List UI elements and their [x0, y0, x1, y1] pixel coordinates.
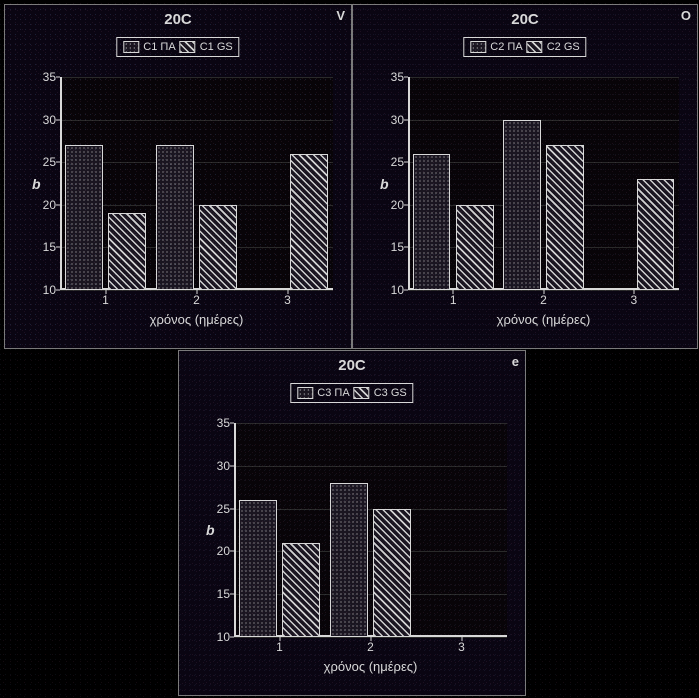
legend: C3 ΠΑ C3 GS	[290, 383, 413, 403]
gridline-y	[408, 120, 679, 121]
legend-swatch-0	[123, 41, 139, 53]
gridline-y	[234, 423, 507, 424]
tick-label-y: 25	[43, 156, 56, 168]
panel-corner-label: e	[512, 354, 519, 369]
tick-label-y: 30	[43, 114, 56, 126]
plot-area: 101520253035123bχρόνος (ημέρες)	[234, 423, 507, 637]
legend: C2 ΠΑ C2 GS	[463, 37, 586, 57]
tick-label-y: 15	[391, 241, 404, 253]
tick-label-x: 2	[367, 641, 374, 653]
x-axis-label: χρόνος (ημέρες)	[234, 659, 507, 674]
panel-corner-label: O	[681, 8, 691, 23]
x-axis-label: χρόνος (ημέρες)	[408, 312, 679, 327]
y-axis-line	[234, 423, 236, 637]
tick-label-x: 2	[193, 294, 200, 306]
tick-label-y: 30	[391, 114, 404, 126]
bar	[282, 543, 320, 637]
legend-swatch-1	[180, 41, 196, 53]
legend-label-1: C1 GS	[200, 41, 233, 53]
y-axis-label: b	[380, 176, 389, 192]
tick-label-x: 2	[540, 294, 547, 306]
gridline-y	[408, 77, 679, 78]
y-axis-label: b	[32, 176, 41, 192]
tick-label-y: 10	[217, 631, 230, 643]
tick-label-y: 15	[43, 241, 56, 253]
bar	[373, 509, 411, 637]
plot-area: 101520253035123bχρόνος (ημέρες)	[408, 77, 679, 290]
legend-label-1: C2 GS	[547, 41, 580, 53]
tick-label-x: 3	[458, 641, 465, 653]
y-axis-line	[60, 77, 62, 290]
bar	[546, 145, 584, 290]
legend-label-1: C3 GS	[374, 387, 407, 399]
tick-label-y: 15	[217, 588, 230, 600]
legend-swatch-0	[470, 41, 486, 53]
bar	[290, 154, 328, 290]
tick-label-x: 1	[450, 294, 457, 306]
bar	[456, 205, 494, 290]
figure-wrap: 20CeC3 ΠΑC3 GS101520253035123bχρόνος (ημ…	[0, 0, 699, 698]
bar	[199, 205, 237, 290]
bar	[239, 500, 277, 637]
panel-title: 20C	[353, 11, 697, 28]
y-axis-label: b	[206, 522, 215, 538]
bar	[413, 154, 451, 290]
tick-label-y: 35	[391, 71, 404, 83]
y-axis-line	[408, 77, 410, 290]
tick-label-y: 35	[217, 417, 230, 429]
tick-label-y: 10	[391, 284, 404, 296]
bar	[330, 483, 368, 637]
legend-label-0: C1 ΠΑ	[143, 41, 175, 53]
panel-title: 20C	[5, 11, 351, 28]
x-axis-label: χρόνος (ημέρες)	[60, 312, 333, 327]
tick-label-x: 1	[102, 294, 109, 306]
bar	[108, 213, 146, 290]
bar	[65, 145, 103, 290]
bar	[156, 145, 194, 290]
tick-label-y: 20	[217, 545, 230, 557]
bar	[503, 120, 541, 290]
panel-e: 20CeC3 ΠΑC3 GS101520253035123bχρόνος (ημ…	[178, 350, 526, 696]
tick-label-y: 20	[43, 199, 56, 211]
tick-label-x: 1	[276, 641, 283, 653]
tick-label-y: 25	[217, 503, 230, 515]
gridline-y	[60, 120, 333, 121]
legend-swatch-0	[297, 387, 313, 399]
tick-label-x: 3	[630, 294, 637, 306]
legend-label-0: C2 ΠΑ	[490, 41, 522, 53]
tick-label-x: 3	[284, 294, 291, 306]
panel-v: 20CVC1 ΠΑC1 GS101520253035123bχρόνος (ημ…	[4, 4, 352, 349]
bar	[637, 179, 675, 290]
tick-label-y: 30	[217, 460, 230, 472]
panel-title: 20C	[179, 357, 525, 374]
gridline-y	[60, 77, 333, 78]
panel-o: 20COC2 ΠΑC2 GS101520253035123bχρόνος (ημ…	[352, 4, 698, 349]
tick-label-y: 10	[43, 284, 56, 296]
legend: C1 ΠΑ C1 GS	[116, 37, 239, 57]
legend-swatch-1	[354, 387, 370, 399]
legend-swatch-1	[527, 41, 543, 53]
tick-label-y: 20	[391, 199, 404, 211]
panel-corner-label: V	[336, 8, 345, 23]
tick-label-y: 35	[43, 71, 56, 83]
tick-label-y: 25	[391, 156, 404, 168]
legend-label-0: C3 ΠΑ	[317, 387, 349, 399]
gridline-y	[234, 466, 507, 467]
plot-area: 101520253035123bχρόνος (ημέρες)	[60, 77, 333, 290]
